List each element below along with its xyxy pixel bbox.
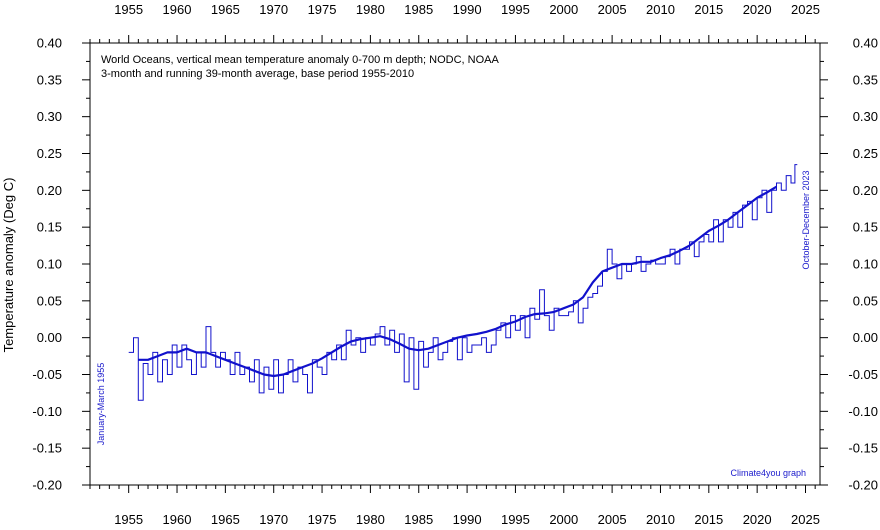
y-tick-label-left: 0.15	[37, 220, 62, 235]
x-tick-label-bottom: 2005	[598, 512, 627, 527]
y-tick-label-right: 0.30	[853, 109, 878, 124]
x-tick-label-bottom: 1985	[404, 512, 433, 527]
x-tick-label-bottom: 2000	[549, 512, 578, 527]
y-tick-label-right: 0.20	[853, 183, 878, 198]
y-tick-label-left: -0.20	[32, 478, 62, 493]
x-tick-label-bottom: 2025	[791, 512, 820, 527]
x-tick-label-bottom: 1980	[356, 512, 385, 527]
x-tick-label-top: 2000	[549, 2, 578, 17]
y-tick-label-right: 0.05	[853, 293, 878, 308]
y-tick-label-right: 0.35	[853, 72, 878, 87]
y-tick-label-right: 0.25	[853, 146, 878, 161]
x-tick-label-top: 2015	[694, 2, 723, 17]
start-date-note: January-March 1955	[96, 363, 106, 446]
end-date-note: October-December 2023	[801, 170, 811, 269]
y-tick-label-left: 0.20	[37, 183, 62, 198]
x-tick-label-top: 2020	[743, 2, 772, 17]
y-tick-label-left: -0.10	[32, 404, 62, 419]
x-tick-label-top: 1965	[211, 2, 240, 17]
x-tick-label-bottom: 1995	[501, 512, 530, 527]
x-tick-label-bottom: 2020	[743, 512, 772, 527]
x-tick-label-bottom: 1975	[308, 512, 337, 527]
plot-frame	[89, 42, 821, 486]
y-tick-label-right: 0.15	[853, 220, 878, 235]
x-tick-label-bottom: 1970	[259, 512, 288, 527]
y-tick-label-left: -0.15	[32, 441, 62, 456]
y-tick-label-right: -0.10	[848, 404, 878, 419]
x-tick-label-top: 2025	[791, 2, 820, 17]
x-tick-label-bottom: 1990	[453, 512, 482, 527]
y-tick-label-left: -0.05	[32, 367, 62, 382]
y-tick-label-right: -0.05	[848, 367, 878, 382]
y-tick-label-left: 0.25	[37, 146, 62, 161]
y-tick-label-left: 0.30	[37, 109, 62, 124]
y-tick-label-right: 0.00	[853, 330, 878, 345]
y-tick-label-right: 0.40	[853, 36, 878, 51]
x-tick-label-top: 2005	[598, 2, 627, 17]
axes: 1955 1955 1960 1960 1965 1965 1970 1970 1975 1975…	[32, 2, 878, 527]
y-axis-label: Temperature anomaly (Deg C)	[1, 178, 16, 353]
x-tick-label-bottom: 1955	[114, 512, 143, 527]
series-layer	[128, 164, 798, 401]
x-tick-label-top: 2010	[646, 2, 675, 17]
x-tick-label-top: 1955	[114, 2, 143, 17]
chart-title: World Oceans, vertical mean temperature …	[101, 54, 499, 66]
y-tick-label-left: 0.05	[37, 293, 62, 308]
series-39-month-average-line	[138, 185, 778, 378]
y-tick-label-left: 0.10	[37, 257, 62, 272]
x-tick-label-bottom: 2010	[646, 512, 675, 527]
y-tick-label-left: 0.00	[37, 330, 62, 345]
y-tick-label-right: -0.20	[848, 478, 878, 493]
x-tick-label-top: 1980	[356, 2, 385, 17]
x-tick-label-bottom: 1965	[211, 512, 240, 527]
x-tick-label-top: 1990	[453, 2, 482, 17]
chart-subtitle: 3-month and running 39-month average, ba…	[101, 68, 414, 80]
x-tick-label-top: 1995	[501, 2, 530, 17]
x-tick-label-bottom: 2015	[694, 512, 723, 527]
y-tick-label-right: -0.15	[848, 441, 878, 456]
x-tick-label-top: 1970	[259, 2, 288, 17]
x-tick-label-top: 1985	[404, 2, 433, 17]
credit-note: Climate4you graph	[730, 468, 806, 478]
x-tick-label-top: 1975	[308, 2, 337, 17]
y-tick-label-left: 0.40	[37, 36, 62, 51]
y-tick-label-left: 0.35	[37, 72, 62, 87]
x-tick-label-bottom: 1960	[163, 512, 192, 527]
x-tick-label-top: 1960	[163, 2, 192, 17]
y-tick-label-right: 0.10	[853, 257, 878, 272]
